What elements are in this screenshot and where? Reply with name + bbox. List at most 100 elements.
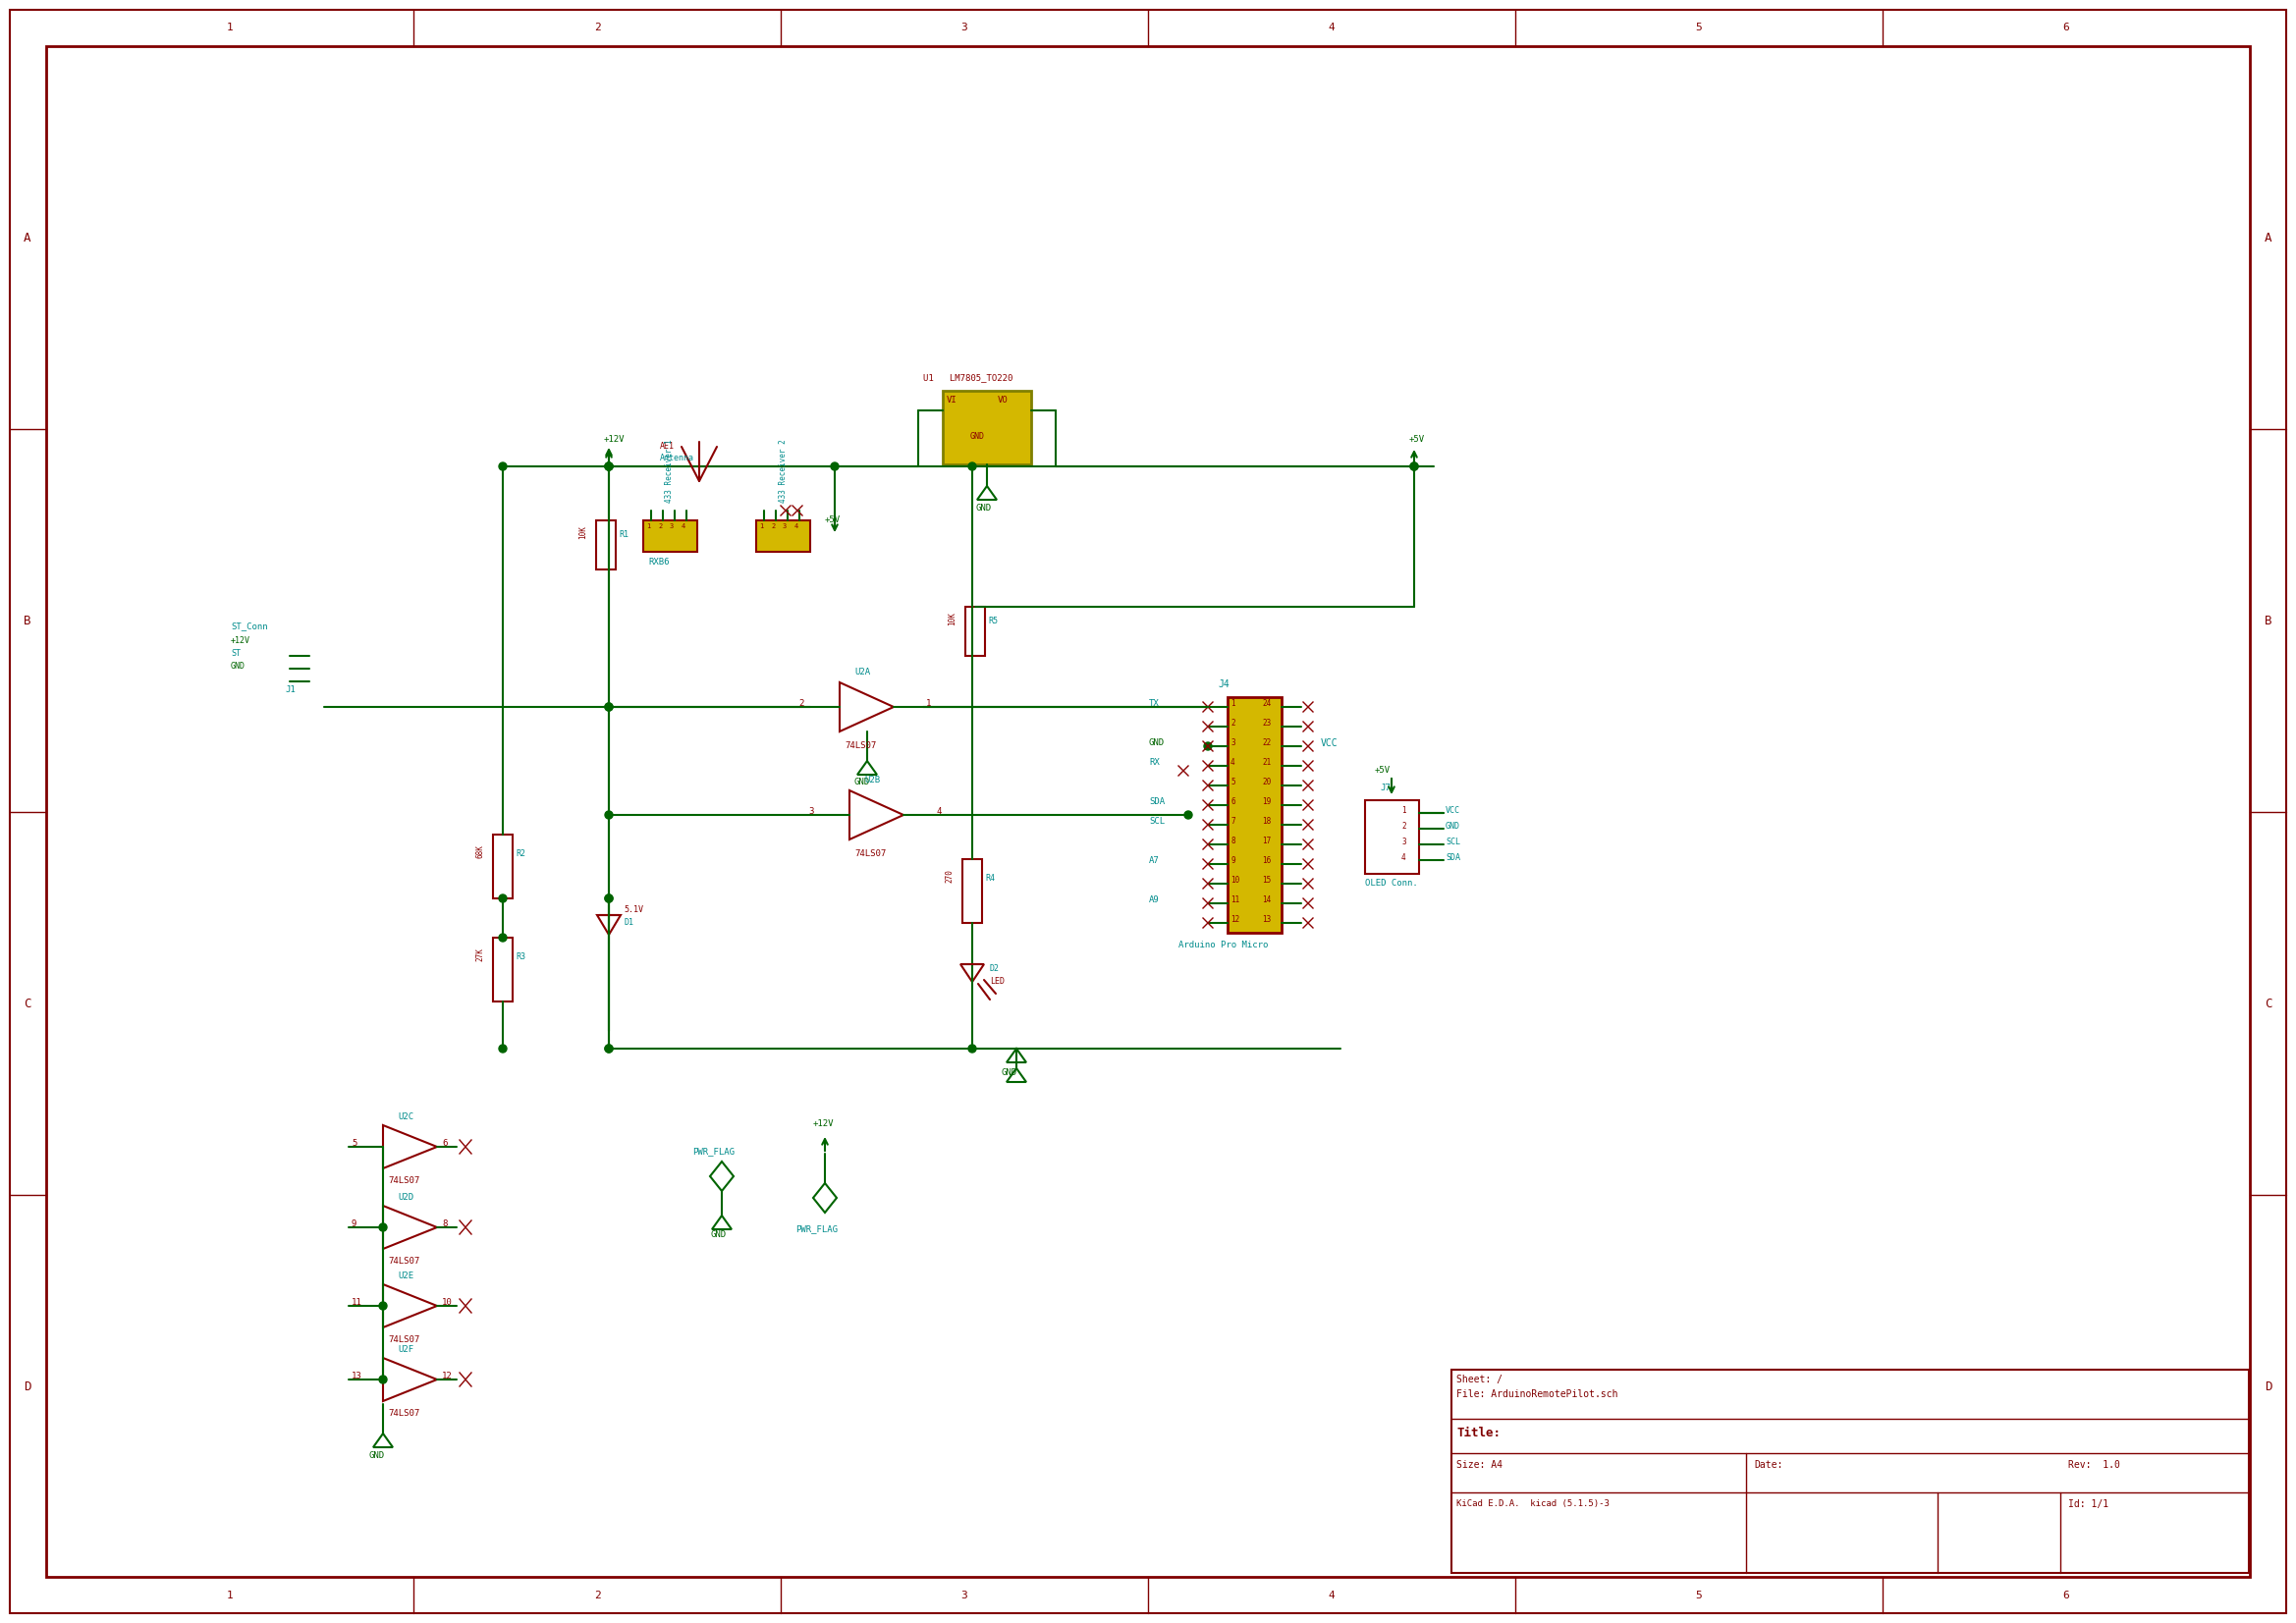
Text: 12: 12 [1231, 915, 1240, 923]
Text: D: D [2264, 1380, 2273, 1393]
Text: Arduino Pro Micro: Arduino Pro Micro [1178, 941, 1267, 949]
Text: 15: 15 [1263, 876, 1272, 885]
Text: 270: 270 [944, 868, 953, 883]
Circle shape [1203, 742, 1212, 750]
Text: R1: R1 [618, 531, 629, 539]
Text: PWR_FLAG: PWR_FLAG [794, 1224, 838, 1233]
Circle shape [604, 463, 613, 471]
Text: 433 Receiver 1: 433 Receiver 1 [666, 440, 675, 503]
Text: 1: 1 [227, 23, 234, 32]
Text: 23: 23 [1263, 719, 1272, 727]
Text: 3: 3 [808, 807, 813, 816]
Circle shape [604, 463, 613, 471]
Text: 4: 4 [794, 523, 799, 529]
Text: 3: 3 [783, 523, 788, 529]
Text: 27K: 27K [475, 948, 484, 961]
Text: B: B [23, 613, 32, 626]
Circle shape [1410, 463, 1419, 471]
Text: 11: 11 [351, 1298, 363, 1307]
Circle shape [379, 1376, 388, 1383]
Bar [494, 938, 512, 1001]
Text: 3: 3 [962, 23, 967, 32]
Text: GND: GND [709, 1230, 726, 1238]
Bar [494, 834, 512, 899]
Text: A: A [23, 230, 32, 243]
Text: 2: 2 [799, 700, 804, 708]
Text: GND: GND [1001, 1068, 1017, 1078]
Text: +5V: +5V [1410, 435, 1426, 443]
Text: VO: VO [999, 396, 1008, 404]
Text: 2: 2 [1401, 821, 1405, 831]
Text: 10K: 10K [948, 612, 957, 625]
Text: A7: A7 [1148, 857, 1159, 865]
Circle shape [604, 1045, 613, 1053]
Text: Sheet: /: Sheet: / [1456, 1375, 1502, 1384]
Circle shape [379, 1302, 388, 1310]
Circle shape [831, 463, 838, 471]
Text: RXB6: RXB6 [647, 558, 668, 566]
Text: SDA: SDA [1446, 854, 1460, 862]
Text: 4: 4 [1231, 758, 1235, 766]
Text: U2A: U2A [854, 667, 870, 677]
Text: R3: R3 [517, 953, 526, 961]
Text: J7: J7 [1380, 784, 1391, 792]
Circle shape [604, 812, 613, 820]
Text: Id: 1/1: Id: 1/1 [2069, 1500, 2108, 1509]
Text: 12: 12 [441, 1371, 452, 1381]
Text: 6: 6 [2062, 1591, 2069, 1600]
Bar [962, 859, 983, 923]
Text: 8: 8 [1231, 836, 1235, 846]
Circle shape [969, 463, 976, 471]
Text: 5.1V: 5.1V [625, 906, 643, 914]
Text: SCL: SCL [1446, 837, 1460, 846]
Text: GND: GND [971, 432, 985, 441]
Text: ST: ST [232, 649, 241, 657]
Text: GND: GND [854, 777, 870, 787]
Text: 16: 16 [1263, 857, 1272, 865]
Text: 5: 5 [1697, 23, 1701, 32]
Text: Antenna: Antenna [659, 453, 693, 463]
Text: KiCad E.D.A.  kicad (5.1.5)-3: KiCad E.D.A. kicad (5.1.5)-3 [1456, 1500, 1609, 1508]
Text: 74LS07: 74LS07 [388, 1177, 420, 1185]
Text: 3: 3 [670, 523, 675, 529]
Text: U2E: U2E [397, 1271, 413, 1281]
Text: AE1: AE1 [659, 441, 675, 451]
Text: 74LS07: 74LS07 [388, 1256, 420, 1266]
Text: U2D: U2D [397, 1193, 413, 1201]
Text: B: B [2264, 613, 2273, 626]
Circle shape [604, 703, 613, 711]
Text: Title:: Title: [1456, 1427, 1502, 1440]
Text: 1: 1 [1231, 700, 1235, 708]
Bar [643, 521, 698, 552]
Text: U2C: U2C [397, 1112, 413, 1121]
Text: 3: 3 [1231, 738, 1235, 747]
Text: C: C [23, 997, 32, 1010]
Text: 2: 2 [659, 523, 661, 529]
Text: 74LS07: 74LS07 [388, 1409, 420, 1419]
Circle shape [498, 463, 507, 471]
Text: 2: 2 [771, 523, 776, 529]
Text: D1: D1 [625, 919, 634, 927]
Text: 74LS07: 74LS07 [845, 742, 877, 750]
Text: 10: 10 [1231, 876, 1240, 885]
Circle shape [604, 1045, 613, 1053]
Text: OLED Conn.: OLED Conn. [1366, 878, 1419, 888]
Text: 2: 2 [1231, 719, 1235, 727]
Text: 4: 4 [937, 807, 941, 816]
Text: 13: 13 [1263, 915, 1272, 923]
Text: VCC: VCC [1320, 738, 1339, 748]
Text: C: C [2264, 997, 2273, 1010]
Text: 2: 2 [595, 23, 599, 32]
Text: 9: 9 [1231, 857, 1235, 865]
Bar [597, 521, 615, 570]
Bar [1366, 800, 1419, 873]
Text: 74LS07: 74LS07 [854, 849, 886, 859]
Text: GND: GND [367, 1451, 383, 1461]
Text: 1: 1 [227, 1591, 234, 1600]
Text: 22: 22 [1263, 738, 1272, 747]
Text: SDA: SDA [1148, 797, 1164, 807]
Text: 6: 6 [2062, 23, 2069, 32]
Text: +12V: +12V [604, 435, 625, 443]
Text: 68K: 68K [475, 844, 484, 859]
Text: RX: RX [1148, 758, 1159, 766]
